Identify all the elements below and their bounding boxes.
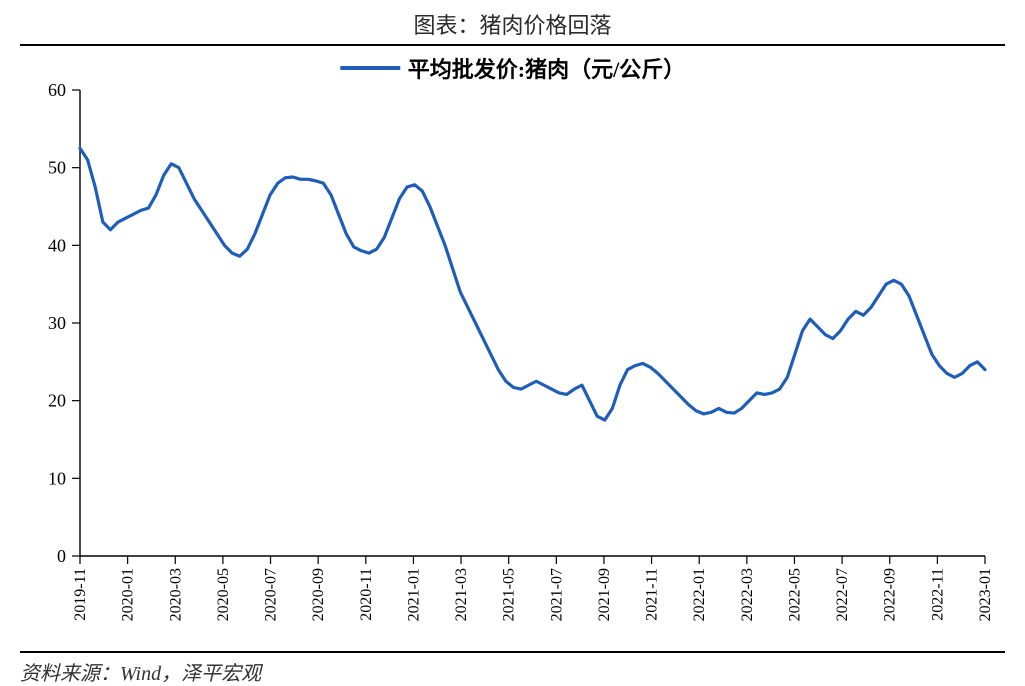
svg-text:2022-05: 2022-05 xyxy=(786,568,803,621)
svg-text:2022-01: 2022-01 xyxy=(691,568,708,621)
svg-text:40: 40 xyxy=(48,235,66,255)
svg-text:30: 30 xyxy=(48,313,66,333)
svg-text:2021-09: 2021-09 xyxy=(596,568,613,621)
svg-text:2021-07: 2021-07 xyxy=(548,568,565,621)
chart-title: 图表：猪肉价格回落 xyxy=(20,8,1005,46)
svg-text:2020-03: 2020-03 xyxy=(167,568,184,621)
source-footer: 资料来源：Wind，泽平宏观 xyxy=(20,651,1005,686)
svg-text:50: 50 xyxy=(48,158,66,178)
legend-swatch xyxy=(340,66,400,70)
svg-text:2022-11: 2022-11 xyxy=(929,568,946,621)
svg-text:0: 0 xyxy=(57,546,66,566)
svg-text:2021-11: 2021-11 xyxy=(644,568,661,621)
svg-text:10: 10 xyxy=(48,468,66,488)
legend: 平均批发价:猪肉（元/公斤） xyxy=(340,52,685,84)
svg-text:20: 20 xyxy=(48,391,66,411)
svg-text:2023-01: 2023-01 xyxy=(977,568,994,621)
svg-text:2020-01: 2020-01 xyxy=(120,568,137,621)
svg-text:2021-03: 2021-03 xyxy=(453,568,470,621)
svg-text:60: 60 xyxy=(48,80,66,100)
svg-text:2021-05: 2021-05 xyxy=(501,568,518,621)
svg-text:2020-07: 2020-07 xyxy=(263,568,280,621)
svg-text:2022-07: 2022-07 xyxy=(834,568,851,621)
legend-label: 平均批发价:猪肉（元/公斤） xyxy=(408,52,685,84)
svg-text:2022-03: 2022-03 xyxy=(739,568,756,621)
chart-area: 平均批发价:猪肉（元/公斤） 0 10 20 30 40 50 60 2019-11 2020-… xyxy=(20,46,1005,651)
svg-text:2022-09: 2022-09 xyxy=(882,568,899,621)
svg-text:2021-01: 2021-01 xyxy=(405,568,422,621)
svg-text:2019-11: 2019-11 xyxy=(72,568,89,621)
line-chart: 0 10 20 30 40 50 60 2019-11 2020-01 2020-03 2020-0… xyxy=(20,46,1005,651)
svg-text:2020-09: 2020-09 xyxy=(310,568,327,621)
svg-text:2020-11: 2020-11 xyxy=(358,568,375,621)
svg-text:2020-05: 2020-05 xyxy=(215,568,232,621)
